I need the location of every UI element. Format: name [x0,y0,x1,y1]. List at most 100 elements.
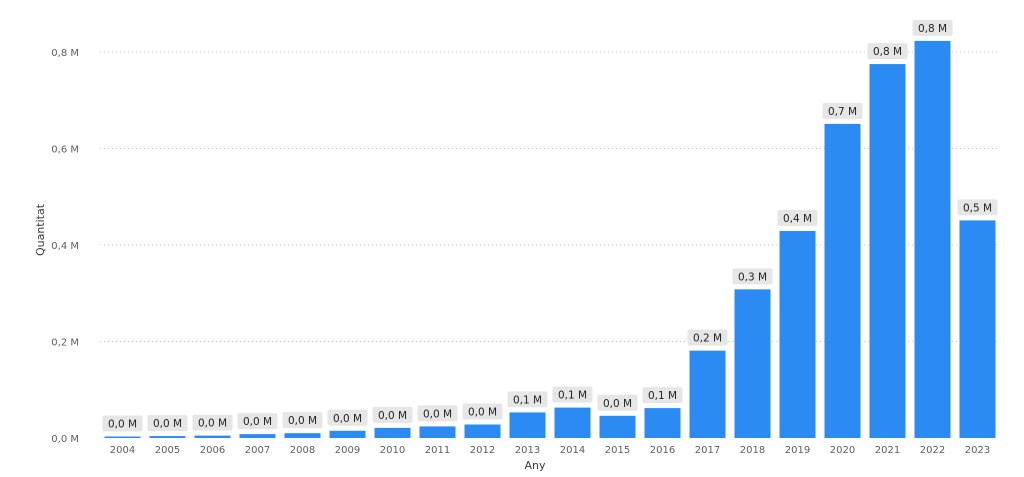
data-label-background [237,413,278,430]
bar-2014[interactable] [554,407,591,438]
data-label-background [102,415,143,432]
data-label-text: 0,0 M [243,416,272,428]
x-tick-label-2019: 2019 [785,445,810,456]
x-axis: 2004 2005 2006 2007 2008 2009 2010 2011 2012 2013… [110,445,990,456]
bar-2009[interactable] [329,430,366,438]
x-tick-label-2018: 2018 [740,445,765,456]
data-label-text: 0,2 M [693,333,722,345]
data-label-2017: 0,2 M [687,329,728,346]
data-label-background [147,415,188,432]
data-label-2008: 0,0 M [282,412,323,429]
gridlines [100,51,1000,342]
bar-2018[interactable] [734,289,771,438]
bar-2017[interactable] [689,350,726,438]
x-tick-label-2017: 2017 [695,445,720,456]
data-label-2013: 0,1 M [507,391,548,408]
bar-2010[interactable] [374,427,411,438]
bar-2005[interactable] [149,436,186,438]
data-label-text: 0,0 M [153,418,182,430]
y-axis-title: Quantitat [34,203,47,256]
y-tick-label: 0,0 M [51,434,79,445]
data-label-text: 0,0 M [198,418,227,430]
data-label-text: 0,8 M [873,46,902,58]
y-tick-label: 0,2 M [51,338,79,349]
data-label-2012: 0,0 M [462,403,503,420]
bar-2008[interactable] [284,433,321,438]
data-label-2004: 0,0 M [102,415,143,432]
x-tick-label-2015: 2015 [605,445,630,456]
data-label-background [642,387,683,404]
bar-2011[interactable] [419,426,456,438]
bar-2007[interactable] [239,434,276,438]
x-tick-label-2023: 2023 [965,445,990,456]
x-tick-label-2011: 2011 [425,445,450,456]
data-label-text: 0,0 M [333,413,362,425]
x-tick-label-2004: 2004 [110,445,135,456]
data-label-2005: 0,0 M [147,415,188,432]
data-label-2007: 0,0 M [237,413,278,430]
x-tick-label-2021: 2021 [875,445,900,456]
y-axis: 0,0 M 0,2 M 0,4 M 0,6 M 0,8 M [51,48,79,445]
bar-2006[interactable] [194,435,231,438]
data-label-2021: 0,8 M [867,43,908,60]
data-label-background [417,405,458,422]
data-label-text: 0,0 M [423,408,452,420]
data-label-background [957,199,998,216]
bars [104,40,996,439]
x-tick-label-2012: 2012 [470,445,495,456]
data-label-2019: 0,4 M [777,210,818,227]
data-labels: 0,0 M 0,0 M 0,0 M 0,0 M 0,0 M 0,0 M 0,0 M 0,0 M… [102,19,998,432]
y-tick-label: 0,6 M [51,145,79,156]
x-tick-label-2005: 2005 [155,445,180,456]
data-label-text: 0,4 M [783,213,812,225]
bar-2019[interactable] [779,231,816,438]
data-label-text: 0,0 M [108,419,137,431]
x-axis-title: Any [524,459,545,472]
x-tick-label-2020: 2020 [830,445,855,456]
data-label-background [507,391,548,408]
data-label-text: 0,7 M [828,106,857,118]
bar-2013[interactable] [509,412,546,438]
data-label-2010: 0,0 M [372,406,413,423]
data-label-2023: 0,5 M [957,199,998,216]
y-tick-label: 0,8 M [51,48,79,59]
data-label-background [372,406,413,423]
data-label-2011: 0,0 M [417,405,458,422]
data-label-text: 0,0 M [288,415,317,427]
data-label-2014: 0,1 M [552,386,593,403]
data-label-background [822,102,863,119]
bar-2016[interactable] [644,408,681,438]
bar-2023[interactable] [959,220,996,438]
data-label-text: 0,0 M [378,410,407,422]
bar-2021[interactable] [869,64,906,438]
x-tick-label-2022: 2022 [920,445,945,456]
x-tick-label-2014: 2014 [560,445,585,456]
data-label-background [597,394,638,411]
data-label-text: 0,8 M [918,23,947,35]
data-label-text: 0,5 M [963,202,992,214]
data-label-text: 0,1 M [513,394,542,406]
x-tick-label-2007: 2007 [245,445,270,456]
data-label-text: 0,0 M [603,398,632,410]
data-label-background [687,329,728,346]
data-label-background [867,43,908,60]
data-label-2009: 0,0 M [327,409,368,426]
data-label-2018: 0,3 M [732,268,773,285]
data-label-background [912,19,953,36]
data-label-background [462,403,503,420]
data-label-background [282,412,323,429]
data-label-text: 0,3 M [738,271,767,283]
data-label-2016: 0,1 M [642,387,683,404]
bar-2022[interactable] [914,40,951,439]
data-label-background [732,268,773,285]
x-tick-label-2013: 2013 [515,445,540,456]
data-label-background [192,414,233,431]
x-tick-label-2010: 2010 [380,445,405,456]
bar-2004[interactable] [104,436,141,439]
bar-2012[interactable] [464,424,501,438]
bar-2020[interactable] [824,123,861,438]
bar-2015[interactable] [599,415,636,438]
data-label-background [777,210,818,227]
data-label-text: 0,1 M [648,390,677,402]
